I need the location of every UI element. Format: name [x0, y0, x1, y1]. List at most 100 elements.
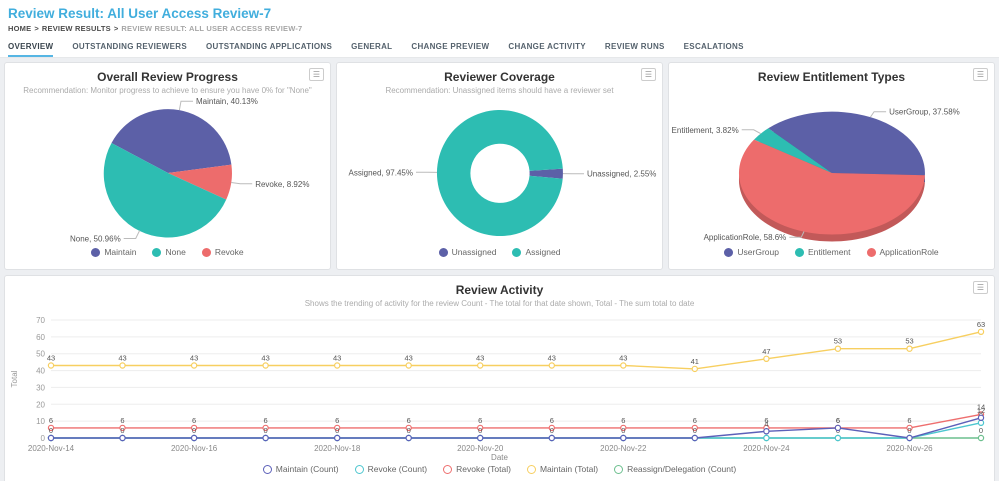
legend-label: Reassign/Delegation (Count): [627, 464, 736, 474]
svg-text:47: 47: [762, 347, 770, 356]
legend-label: Revoke: [215, 247, 244, 257]
legend-label: Revoke (Total): [456, 464, 511, 474]
svg-text:53: 53: [834, 337, 842, 346]
legend-item-assigned[interactable]: Assigned: [512, 247, 560, 257]
svg-text:6: 6: [550, 416, 554, 425]
tab-general[interactable]: GENERAL: [351, 42, 392, 57]
svg-text:43: 43: [476, 354, 484, 363]
svg-text:2020-Nov-22: 2020-Nov-22: [600, 444, 647, 452]
svg-text:20: 20: [36, 400, 45, 409]
legend-marker-icon: [152, 248, 161, 257]
svg-text:0: 0: [621, 426, 625, 435]
svg-text:43: 43: [405, 354, 413, 363]
legend-item-none[interactable]: None: [152, 247, 185, 257]
legend-item-unassigned[interactable]: Unassigned: [439, 247, 497, 257]
legend-marker-icon: [202, 248, 211, 257]
chart-menu-icon[interactable]: ☰: [309, 68, 324, 81]
tab-change-activity[interactable]: CHANGE ACTIVITY: [508, 42, 586, 57]
chart-title: Reviewer Coverage: [337, 70, 662, 84]
legend-item-revoke[interactable]: Revoke: [202, 247, 244, 257]
page-title: Review Result: All User Access Review-7: [8, 6, 991, 21]
svg-text:Maintain, 40.13%: Maintain, 40.13%: [196, 97, 258, 106]
tab-escalations[interactable]: ESCALATIONS: [684, 42, 744, 57]
svg-text:6: 6: [49, 416, 53, 425]
svg-text:0: 0: [192, 426, 196, 435]
page-header: Review Result: All User Access Review-7 …: [0, 0, 999, 58]
legend-label: Maintain (Total): [540, 464, 598, 474]
tab-outstanding-reviewers[interactable]: OUTSTANDING REVIEWERS: [72, 42, 187, 57]
tab-change-preview[interactable]: CHANGE PREVIEW: [411, 42, 489, 57]
x-axis-title: Date: [5, 453, 994, 462]
svg-text:4: 4: [764, 419, 768, 428]
svg-text:2020-Nov-24: 2020-Nov-24: [743, 444, 790, 452]
chart-subtitle: Shows the trending of activity for the r…: [5, 299, 994, 310]
breadcrumb-item-home[interactable]: HOME: [8, 24, 31, 33]
legend-label: Entitlement: [808, 247, 851, 257]
legend-marker-icon: [439, 248, 448, 257]
legend-marker-icon: [443, 465, 452, 474]
chart-legend: UserGroup Entitlement ApplicationRole: [669, 247, 994, 257]
svg-text:43: 43: [47, 354, 55, 363]
legend-marker-icon: [512, 248, 521, 257]
breadcrumb-item-review-results[interactable]: REVIEW RESULTS: [42, 24, 111, 33]
tab-bar: OVERVIEW OUTSTANDING REVIEWERS OUTSTANDING…: [8, 42, 991, 57]
chart-title: Review Entitlement Types: [669, 70, 994, 84]
legend-label: ApplicationRole: [880, 247, 939, 257]
legend-marker-icon: [724, 248, 733, 257]
svg-text:0: 0: [550, 426, 554, 435]
reviewer-coverage-donut: Unassigned, 2.55%Assigned, 97.45%: [338, 97, 662, 245]
svg-text:0: 0: [693, 426, 697, 435]
legend-marker-icon: [527, 465, 536, 474]
tab-review-runs[interactable]: REVIEW RUNS: [605, 42, 665, 57]
tab-outstanding-applications[interactable]: OUTSTANDING APPLICATIONS: [206, 42, 332, 57]
legend-marker-icon: [867, 248, 876, 257]
legend-marker-icon: [795, 248, 804, 257]
svg-text:53: 53: [905, 337, 913, 346]
svg-text:UserGroup, 37.58%: UserGroup, 37.58%: [889, 108, 960, 117]
svg-text:10: 10: [36, 417, 45, 426]
svg-text:Assigned, 97.45%: Assigned, 97.45%: [348, 168, 413, 177]
legend-marker-icon: [263, 465, 272, 474]
svg-text:0: 0: [49, 426, 53, 435]
legend-label: None: [165, 247, 185, 257]
legend-label: Maintain (Count): [276, 464, 339, 474]
svg-text:2020-Nov-26: 2020-Nov-26: [886, 444, 933, 452]
legend-item-reassign-delegation-count[interactable]: Reassign/Delegation (Count): [614, 464, 736, 474]
breadcrumb-separator: >: [34, 24, 39, 33]
svg-text:2020-Nov-20: 2020-Nov-20: [457, 444, 504, 452]
svg-text:41: 41: [691, 357, 699, 366]
legend-label: Unassigned: [452, 247, 497, 257]
legend-item-maintain-count[interactable]: Maintain (Count): [263, 464, 339, 474]
legend-item-applicationrole[interactable]: ApplicationRole: [867, 247, 939, 257]
chart-cards-row: ☰ Overall Review Progress Recommendation…: [4, 62, 995, 270]
legend-item-entitlement[interactable]: Entitlement: [795, 247, 851, 257]
legend-item-revoke-count[interactable]: Revoke (Count): [355, 464, 428, 474]
chart-menu-icon[interactable]: ☰: [641, 68, 656, 81]
legend-item-usergroup[interactable]: UserGroup: [724, 247, 779, 257]
chart-menu-icon[interactable]: ☰: [973, 281, 988, 294]
svg-text:30: 30: [36, 383, 45, 392]
legend-item-revoke-total[interactable]: Revoke (Total): [443, 464, 511, 474]
chart-title: Overall Review Progress: [5, 70, 330, 84]
svg-text:6: 6: [621, 416, 625, 425]
breadcrumb-separator: >: [114, 24, 119, 33]
tab-overview[interactable]: OVERVIEW: [8, 42, 53, 57]
svg-text:6: 6: [693, 416, 697, 425]
svg-text:6: 6: [192, 416, 196, 425]
chart-menu-icon[interactable]: ☰: [973, 68, 988, 81]
legend-marker-icon: [91, 248, 100, 257]
svg-text:Entitlement, 3.82%: Entitlement, 3.82%: [671, 126, 738, 135]
chart-legend: Unassigned Assigned: [337, 247, 662, 257]
legend-item-maintain[interactable]: Maintain: [91, 247, 136, 257]
svg-text:43: 43: [333, 354, 341, 363]
legend-label: Assigned: [525, 247, 560, 257]
svg-text:6: 6: [335, 416, 339, 425]
legend-item-maintain-total[interactable]: Maintain (Total): [527, 464, 598, 474]
legend-label: Revoke (Count): [368, 464, 428, 474]
svg-text:6: 6: [836, 416, 840, 425]
svg-text:70: 70: [36, 316, 45, 325]
svg-text:0: 0: [407, 426, 411, 435]
svg-text:6: 6: [407, 416, 411, 425]
svg-text:0: 0: [907, 426, 911, 435]
svg-text:6: 6: [478, 416, 482, 425]
